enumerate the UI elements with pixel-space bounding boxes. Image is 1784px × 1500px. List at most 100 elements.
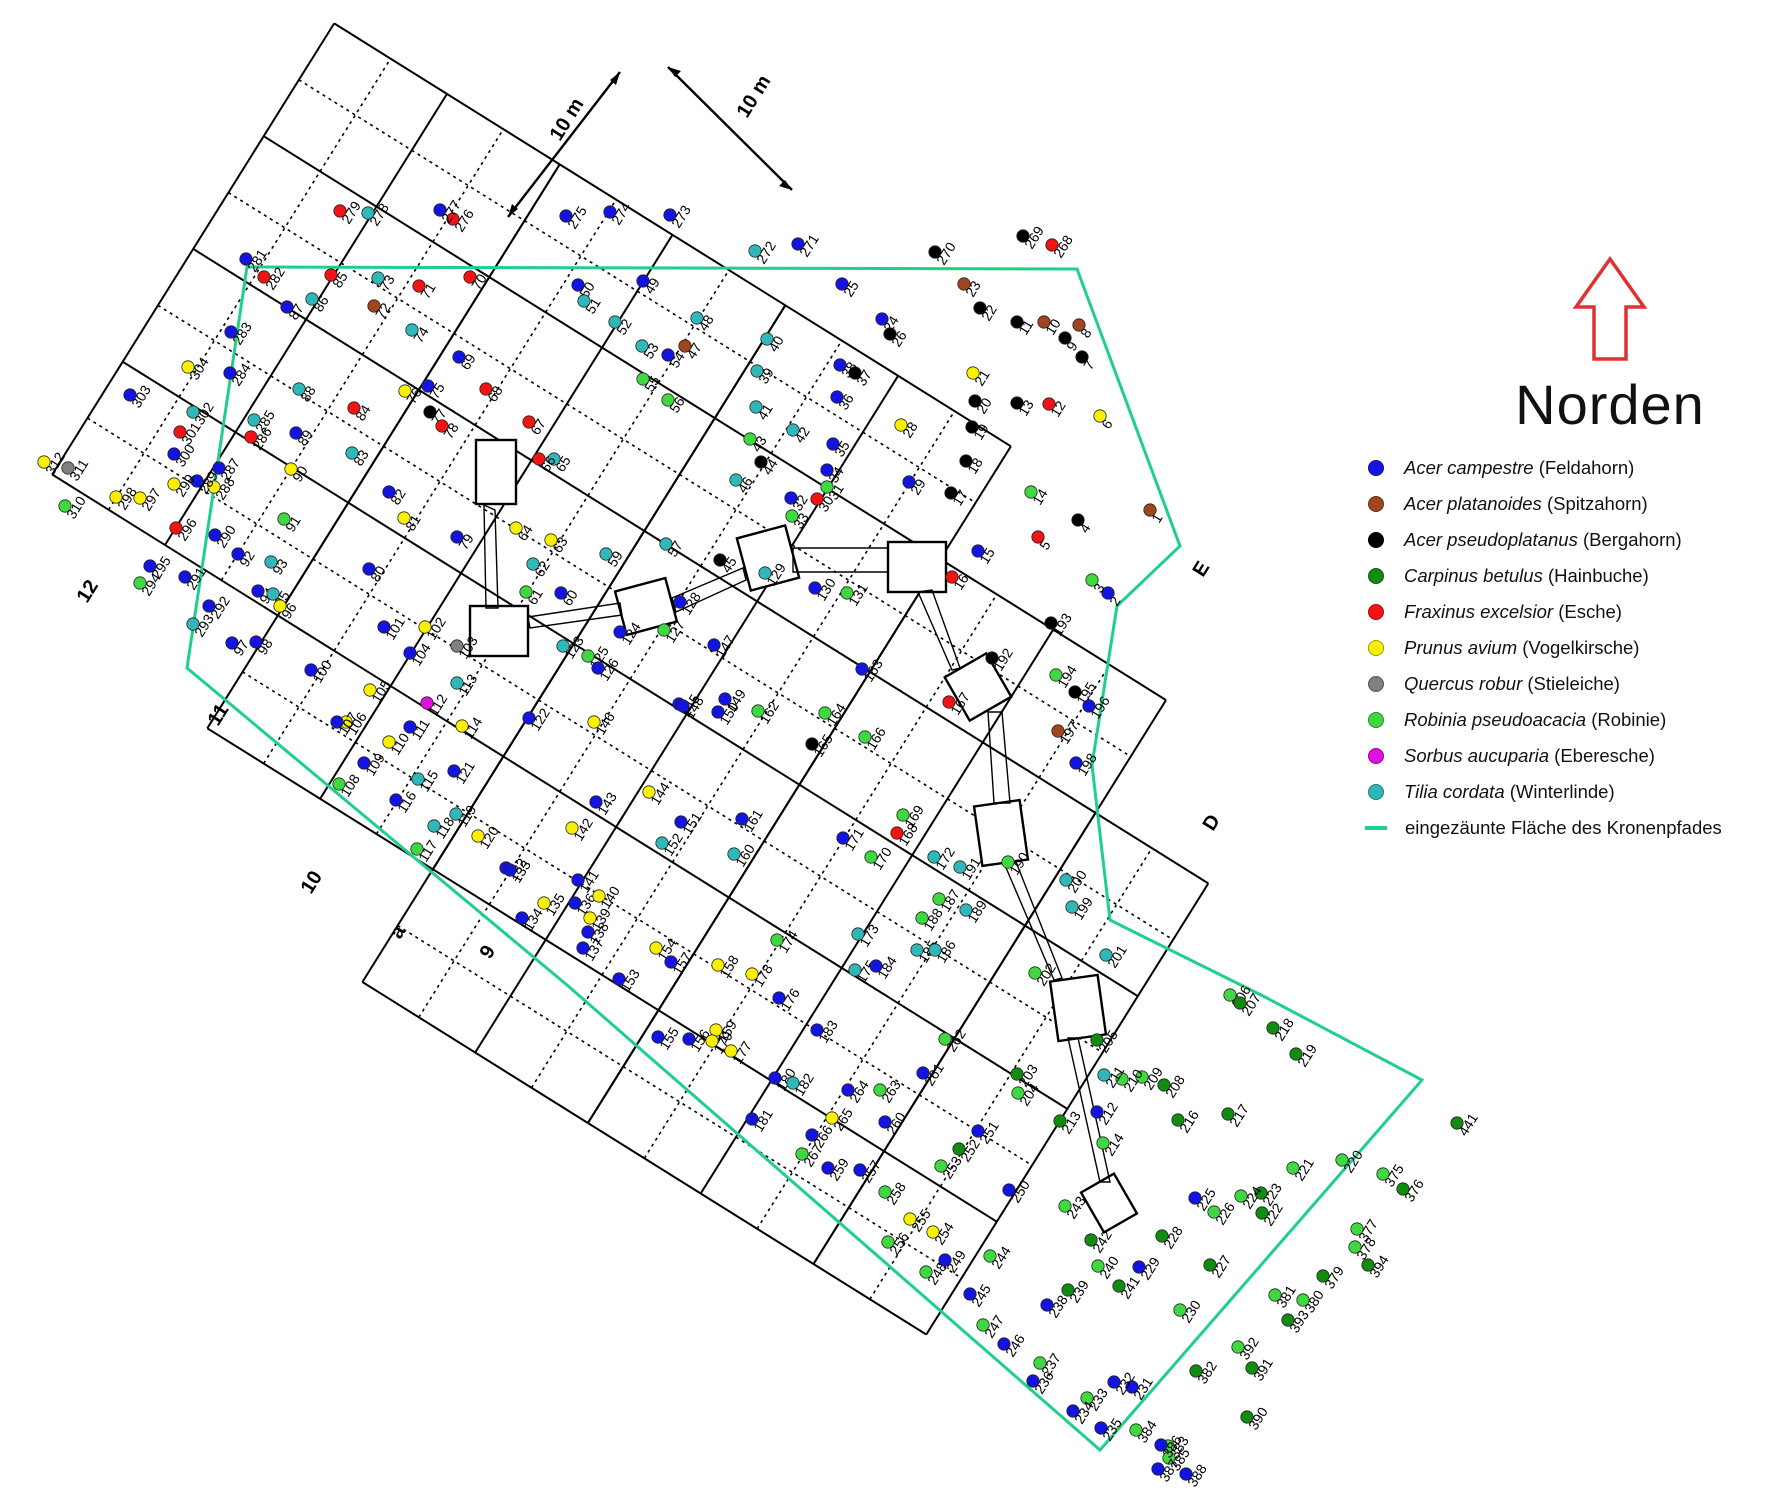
tree-marker: 29 — [902, 475, 929, 498]
tree-marker: 161 — [735, 806, 766, 835]
tree-number: 75 — [426, 380, 448, 402]
tree-dot — [583, 911, 597, 925]
tree-dot — [479, 382, 493, 396]
tree-marker: 16 — [945, 570, 972, 593]
tree-marker: 283 — [224, 319, 255, 348]
tree-dot — [1254, 1186, 1268, 1200]
tree-number: 81 — [402, 512, 424, 534]
tree-number: 23 — [962, 278, 984, 300]
tree-number: 16 — [950, 571, 972, 593]
tree-dot — [945, 570, 959, 584]
tree-dot — [133, 491, 147, 505]
tree-marker: 45 — [713, 553, 740, 576]
tree-number: 109 — [362, 750, 388, 778]
tree-marker: 37 — [848, 366, 875, 389]
tree-marker: 89 — [289, 426, 316, 449]
tree-number: 198 — [1074, 750, 1100, 778]
plot-grid — [51, 22, 1210, 1336]
tree-number: 122 — [527, 705, 553, 733]
tree-dot — [1045, 238, 1059, 252]
tree-dot — [745, 967, 759, 981]
tree-dot — [526, 557, 540, 571]
tree-dot — [711, 705, 725, 719]
tree-marker: 57 — [659, 537, 686, 560]
tree-number: 191 — [958, 854, 984, 882]
tree-marker: 84 — [347, 401, 374, 424]
legend-latin-name: Acer campestre — [1404, 457, 1534, 478]
tree-dot — [927, 850, 941, 864]
tree-dot — [266, 587, 280, 601]
tree-marker: 273 — [663, 202, 694, 231]
tree-marker: 197 — [1051, 718, 1082, 747]
tree-dot — [875, 312, 889, 326]
tree-marker: 171 — [836, 825, 867, 854]
tree-dot — [515, 911, 529, 925]
tree-dot — [420, 696, 434, 710]
tree-dot — [938, 1253, 952, 1267]
tree-dot — [522, 415, 536, 429]
tree-number: 298 — [114, 484, 140, 512]
tree-dot — [678, 339, 692, 353]
tree-number: 79 — [455, 531, 477, 553]
tree-marker: 270 — [928, 239, 959, 268]
tree-dot — [1071, 513, 1085, 527]
tree-dot — [1173, 1303, 1187, 1317]
tree-number: 228 — [1160, 1223, 1186, 1251]
tree-number: 143 — [594, 789, 620, 817]
tree-number: 173 — [856, 921, 882, 949]
tree-dot — [1245, 1361, 1259, 1375]
tree-dot — [1179, 1467, 1193, 1481]
tree-dot — [1335, 1153, 1349, 1167]
legend-latin-name: Prunus avium — [1404, 637, 1518, 658]
tree-number: 274 — [608, 199, 634, 227]
tree-dot — [367, 299, 381, 313]
tree-marker: 90 — [284, 462, 311, 485]
tree-marker: 271 — [791, 231, 822, 260]
tree-number: 176 — [777, 985, 803, 1013]
tree-marker: 131 — [840, 580, 871, 609]
tree-marker: 76 — [398, 384, 425, 407]
tree-number: 256 — [886, 1229, 912, 1257]
tree-number: 48 — [695, 312, 717, 334]
tree-marker: 93 — [264, 555, 291, 578]
tree-dot — [61, 461, 75, 475]
tree-dot — [818, 706, 832, 720]
tree-marker: 65 — [547, 452, 574, 475]
tree-number: 116 — [394, 788, 420, 816]
tree-dot — [674, 815, 688, 829]
tree-dot — [1376, 1167, 1390, 1181]
tree-number: 235 — [1099, 1415, 1125, 1443]
tree-dot — [810, 492, 824, 506]
tree-marker: 44 — [754, 455, 781, 478]
tree-number: 390 — [1245, 1404, 1271, 1432]
tree-number: 229 — [1137, 1254, 1163, 1282]
tree-dot — [1010, 396, 1024, 410]
tree-number: 98 — [254, 636, 276, 658]
tree-marker: 166 — [858, 724, 889, 753]
legend-item: Robinia pseudoacacia (Robinie) — [1368, 702, 1722, 738]
tree-number: 213 — [1058, 1108, 1084, 1136]
tree-dot — [522, 711, 536, 725]
tree-dot — [450, 639, 464, 653]
tree-number: 178 — [750, 961, 776, 989]
tree-dot — [1155, 1229, 1169, 1243]
tree-number: 263 — [878, 1077, 904, 1105]
legend-swatch — [1368, 604, 1384, 620]
tree-dot — [509, 521, 523, 535]
scale-bar-right: 10 m — [667, 66, 793, 191]
tree-number: 63 — [549, 534, 571, 556]
tree-dot — [1097, 1068, 1111, 1082]
tree-marker: 15 — [971, 544, 998, 567]
grid-label-10: 10 — [297, 867, 327, 898]
tree-dot — [1053, 1114, 1067, 1128]
tree-dot — [853, 1163, 867, 1177]
tree-marker: 245 — [963, 1281, 994, 1310]
tree-marker: 204 — [1011, 1080, 1042, 1109]
tree-number: 25 — [840, 278, 862, 300]
tree-dot — [664, 955, 678, 969]
tree-marker: 6 — [1093, 409, 1116, 432]
tree-marker: 64 — [509, 521, 536, 544]
tree-number: 221 — [1291, 1155, 1317, 1183]
tree-dot — [770, 933, 784, 947]
tree-dot — [751, 704, 765, 718]
